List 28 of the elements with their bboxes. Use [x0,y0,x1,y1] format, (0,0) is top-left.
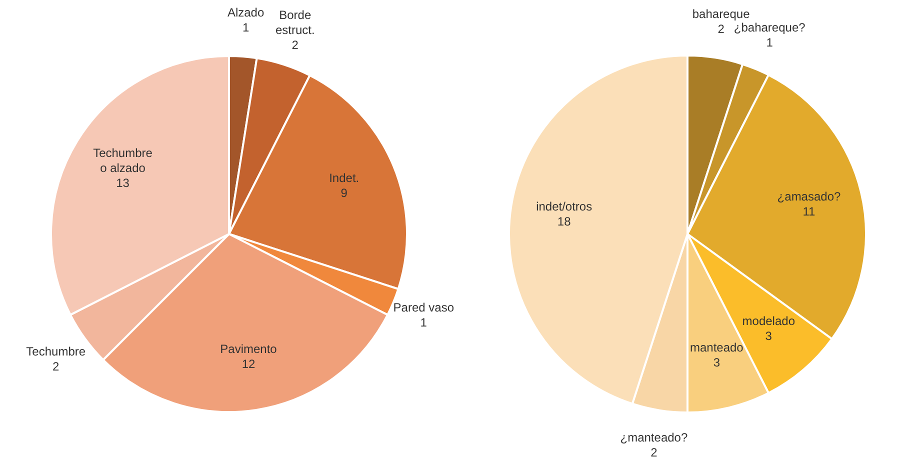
data-label: 1 [766,36,774,50]
data-label: 12 [242,356,256,371]
slice-label: Alzado [227,5,264,20]
slice-label: Techumbre o alzado [93,146,153,176]
data-label: 3 [713,355,720,370]
data-label: 13 [116,176,130,190]
slice-label: Techumbre [26,344,86,359]
slice-label: ¿amasado? [777,190,842,204]
data-label: 2 [650,446,658,460]
data-label: 18 [557,214,572,228]
slice-label: Pavimento [220,342,278,356]
slice-label: modelado [742,314,796,328]
data-label: 2 [292,38,299,52]
slice-label: Indet. [329,171,360,186]
slice-label: indet/otros [536,199,592,214]
slice-label: manteado [690,340,744,354]
slice-label: Borde estruct. [275,8,315,37]
data-label: 3 [765,328,772,343]
data-label: 2 [718,22,725,36]
slice-label: Pared vaso [393,300,454,315]
data-label: 11 [802,204,816,219]
slice-label: bahareque [692,6,750,21]
slice-label: ¿manteado? [620,430,688,445]
data-label: 1 [242,20,250,34]
data-label: 1 [420,316,428,330]
slice-label: ¿bahareque? [734,20,806,35]
data-label: 9 [340,186,348,200]
data-label: 2 [52,360,60,374]
